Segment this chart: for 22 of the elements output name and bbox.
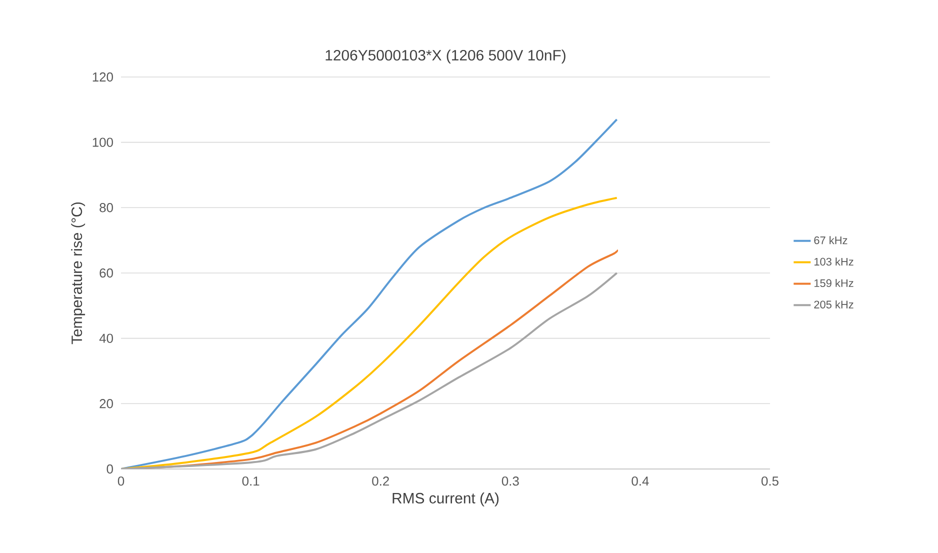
line-series [121,196,618,469]
x-tick-label: 0.2 [372,476,389,486]
y-tick-label: 80 [100,203,113,212]
line-series [121,118,618,469]
legend-label: 205 kHz [814,300,854,308]
x-tick-label: 0.1 [242,476,260,486]
y-tick-label: 120 [92,72,113,82]
y-tick-label: 100 [92,138,113,147]
x-axis-title: RMS current (A) [392,492,499,506]
legend-label: 159 kHz [814,278,854,288]
y-tick-label: 20 [100,399,113,408]
legend-label: 103 kHz [814,258,854,266]
x-tick-label: 0.4 [632,476,649,486]
y-axis-title: Temperature rise (°C) [71,202,86,344]
x-tick-label: 0.3 [502,476,519,486]
x-tick-label: 0 [118,476,124,486]
y-tick-label: 60 [100,268,113,278]
chart-title: 1206Y5000103*X (1206 500V 10nF) [326,50,566,64]
y-tick-label: 40 [99,334,113,343]
legend-label: 67 kHz [814,236,848,244]
y-tick-label: 0 [106,464,113,474]
x-tick-label: 0.5 [762,476,778,486]
